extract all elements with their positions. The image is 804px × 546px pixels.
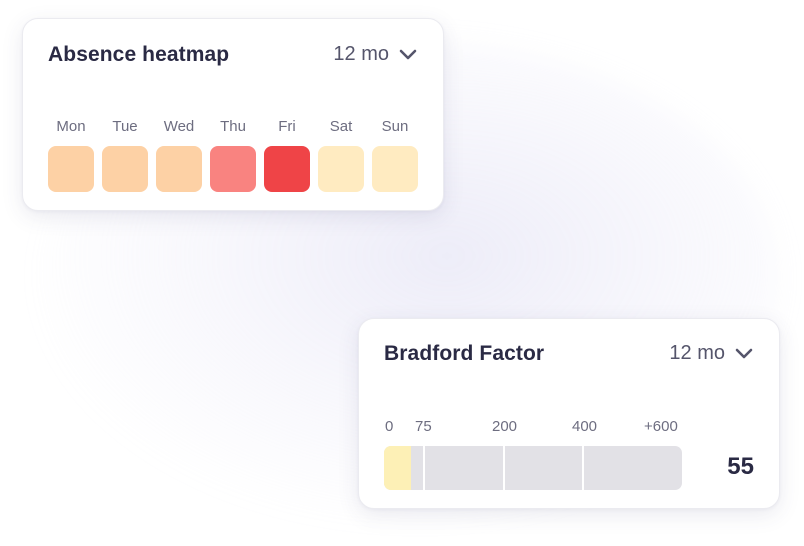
day-label: Tue — [112, 118, 138, 135]
heatmap-cell[interactable] — [210, 146, 256, 192]
bar-tick — [582, 446, 584, 490]
bar-tick — [503, 446, 505, 490]
scale-label: 0 — [385, 418, 394, 435]
heatmap-cell[interactable] — [372, 146, 418, 192]
bradford-factor-card: Bradford Factor 12 mo 0 75 200 400 +600 … — [358, 318, 780, 509]
bar-tick — [423, 446, 425, 490]
bradford-period-dropdown[interactable]: 12 mo — [669, 342, 753, 365]
heatmap-cell[interactable] — [156, 146, 202, 192]
heatmap-period-label: 12 mo — [333, 43, 389, 65]
scale-label: +600 — [644, 418, 678, 435]
day-label: Wed — [163, 118, 195, 135]
scale-label: 75 — [415, 418, 432, 435]
heatmap-day: Sun — [372, 117, 418, 192]
heatmap-cell[interactable] — [48, 146, 94, 192]
heatmap-day: Fri — [264, 117, 310, 192]
day-label: Fri — [278, 118, 296, 135]
bradford-title: Bradford Factor — [384, 342, 545, 365]
heatmap-cell[interactable] — [264, 146, 310, 192]
heatmap-title: Absence heatmap — [48, 43, 230, 66]
absence-heatmap-card: Absence heatmap 12 mo Mon Tue Wed Thu Fr… — [22, 18, 444, 211]
heatmap-day: Mon — [48, 117, 94, 192]
bradford-bar — [384, 446, 682, 490]
day-label: Sat — [329, 118, 353, 135]
scale-label: 200 — [492, 418, 518, 435]
heatmap-period-dropdown[interactable]: 12 mo — [333, 43, 417, 66]
bradford-period-label: 12 mo — [669, 342, 725, 364]
heatmap-cell[interactable] — [102, 146, 148, 192]
heatmap-days: Mon Tue Wed Thu Fri Sat Sun — [48, 117, 418, 192]
heatmap-day: Tue — [102, 117, 148, 192]
heatmap-day: Wed — [156, 117, 202, 192]
heatmap-cell[interactable] — [318, 146, 364, 192]
scale-label: 400 — [572, 418, 598, 435]
day-label: Sun — [381, 118, 409, 135]
chevron-down-icon — [735, 348, 753, 358]
bradford-bar-fill — [384, 446, 411, 490]
heatmap-day: Thu — [210, 117, 256, 192]
day-label: Thu — [220, 118, 246, 135]
day-label: Mon — [56, 118, 86, 135]
chevron-down-icon — [399, 49, 417, 59]
heatmap-day: Sat — [318, 117, 364, 192]
bradford-score: 55 — [727, 453, 754, 480]
